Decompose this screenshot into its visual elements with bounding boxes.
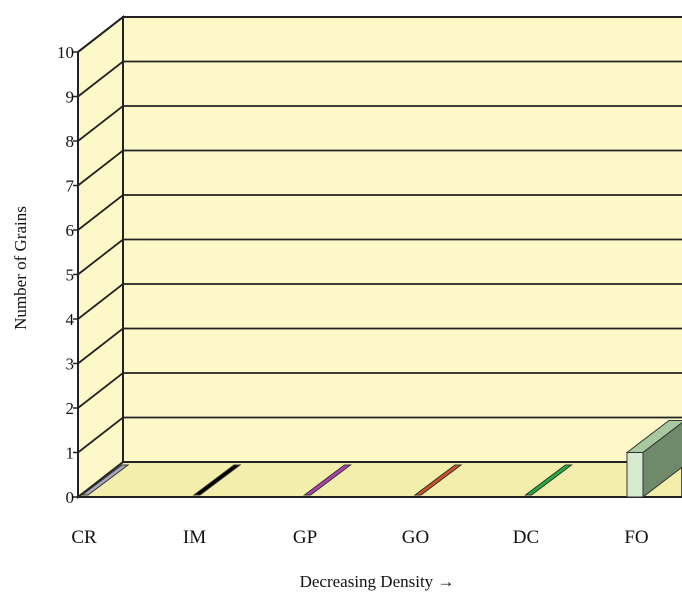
gridline-1 — [77, 416, 682, 454]
gridline-8 — [77, 105, 682, 142]
y-tick-label-10: 10 — [57, 43, 74, 62]
bar-CR — [80, 464, 130, 496]
y-tick-label-9: 9 — [66, 88, 75, 107]
y-tick-label-2: 2 — [66, 399, 75, 418]
bars — [80, 420, 682, 499]
y-axis-label: Number of Grains — [11, 206, 30, 330]
chart-walls — [75, 14, 682, 500]
bar-IM — [192, 464, 242, 496]
x-axis-label: Decreasing Density → — [300, 572, 455, 591]
x-tick-label-FO: FO — [624, 527, 648, 548]
gridline-5 — [77, 238, 682, 276]
gridline-10 — [77, 16, 682, 53]
chart-floor — [75, 461, 682, 498]
bar-DC — [524, 464, 573, 496]
y-tick-label-7: 7 — [66, 177, 75, 196]
gridline-3 — [77, 327, 682, 365]
gridline-6 — [77, 194, 682, 231]
gridline-4 — [77, 283, 682, 320]
y-tick-label-1: 1 — [66, 444, 75, 463]
x-tick-label-DC: DC — [513, 527, 539, 548]
gridline-2 — [77, 372, 682, 409]
bar-FO-front — [626, 452, 644, 498]
gridline-7 — [77, 149, 682, 187]
y-tick-label-5: 5 — [66, 266, 75, 285]
x-tick-label-CR: CR — [71, 527, 97, 548]
y-tick-label-0: 0 — [66, 488, 75, 507]
bar-GP — [303, 464, 352, 496]
x-tick-labels: CR IM GP GO DC FO — [71, 527, 648, 548]
gridline-9 — [77, 60, 682, 98]
bar-GO — [413, 464, 463, 496]
y-tick-labels: 0 1 2 3 4 5 6 7 8 9 10 — [57, 43, 78, 507]
y-tick-label-6: 6 — [66, 221, 75, 240]
y-tick-label-3: 3 — [66, 355, 75, 374]
gridlines — [77, 16, 682, 454]
x-tick-label-GO: GO — [402, 527, 429, 548]
y-tick-label-8: 8 — [66, 132, 75, 151]
x-tick-label-GP: GP — [293, 527, 317, 548]
y-tick-label-4: 4 — [66, 310, 75, 329]
x-tick-label-IM: IM — [183, 527, 206, 548]
